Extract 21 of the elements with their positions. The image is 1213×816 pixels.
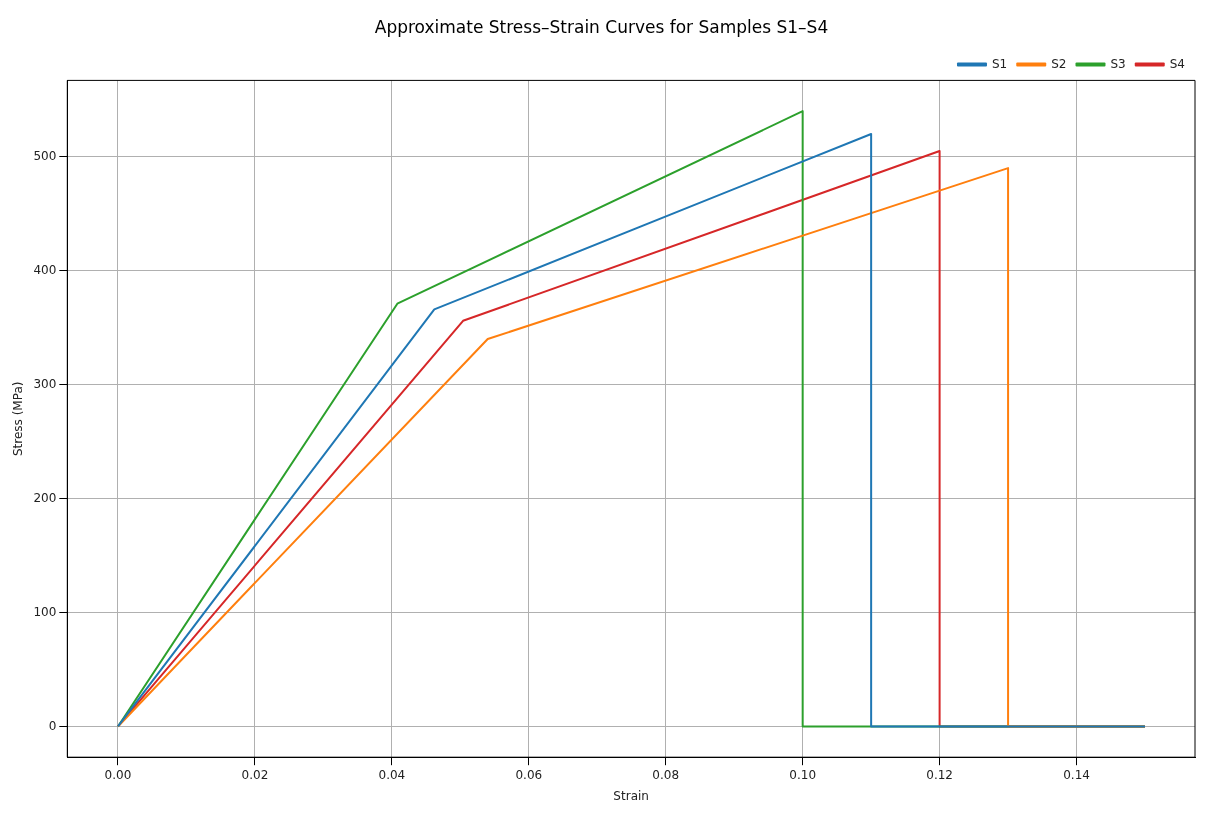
y-tick-label: 400 bbox=[33, 262, 57, 277]
y-tick-label: 100 bbox=[33, 604, 57, 619]
y-tick-label: 0 bbox=[48, 718, 57, 733]
x-tick-label: 0.04 bbox=[378, 767, 406, 782]
legend-label: S4 bbox=[1169, 56, 1186, 71]
legend-label: S2 bbox=[1051, 56, 1067, 71]
x-tick-label: 0.14 bbox=[1063, 767, 1090, 782]
x-tick-label: 0.08 bbox=[652, 767, 680, 782]
y-tick-label: 500 bbox=[33, 148, 57, 163]
chart-title: Approximate Stress–Strain Curves for Samples S1–S4 bbox=[374, 16, 829, 37]
legend-label: S1 bbox=[991, 56, 1008, 71]
y-tick-label: 300 bbox=[33, 376, 57, 391]
x-tick-label: 0.12 bbox=[926, 767, 953, 782]
x-tick-label: 0.02 bbox=[241, 767, 269, 782]
x-tick-label: 0.10 bbox=[789, 767, 817, 782]
y-axis-title: Stress (MPa) bbox=[11, 381, 26, 457]
legend-label: S3 bbox=[1110, 56, 1126, 71]
x-tick-label: 0.00 bbox=[104, 767, 132, 782]
y-tick-label: 200 bbox=[33, 490, 57, 505]
x-tick-label: 0.06 bbox=[515, 767, 543, 782]
x-axis-title: Strain bbox=[613, 788, 649, 803]
